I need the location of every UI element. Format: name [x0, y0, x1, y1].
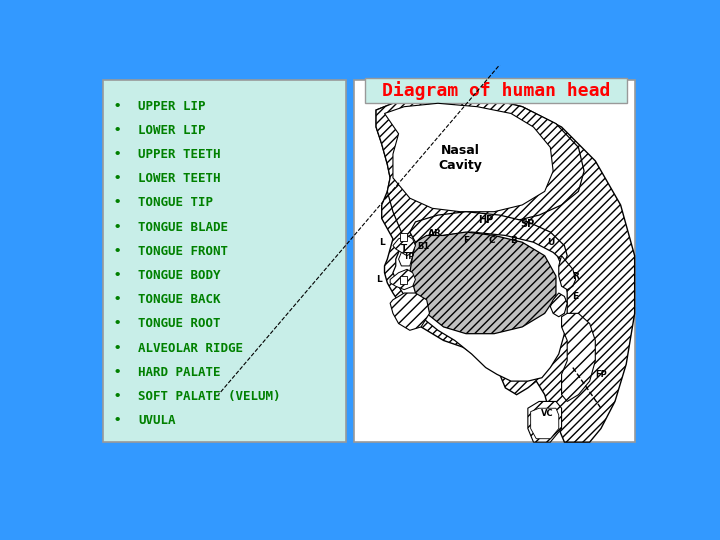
Text: VC: VC: [541, 409, 554, 418]
Polygon shape: [528, 401, 562, 442]
Text: HP: HP: [478, 215, 493, 225]
Text: Diagram of human head: Diagram of human head: [382, 81, 611, 100]
Text: •: •: [114, 293, 121, 306]
Text: •: •: [114, 390, 121, 403]
Text: •: •: [114, 342, 121, 355]
Bar: [104, 80, 346, 442]
Text: HARD PALATE: HARD PALATE: [138, 366, 220, 379]
Text: •: •: [114, 269, 121, 282]
Text: •: •: [114, 148, 121, 161]
Polygon shape: [376, 97, 634, 442]
Text: ALVEOLAR RIDGE: ALVEOLAR RIDGE: [138, 342, 243, 355]
Polygon shape: [384, 103, 553, 212]
Text: LOWER LIP: LOWER LIP: [138, 124, 205, 137]
Text: •: •: [114, 100, 121, 113]
Text: TP: TP: [404, 252, 415, 261]
Text: SOFT PALATE (VELUM): SOFT PALATE (VELUM): [138, 390, 281, 403]
Polygon shape: [390, 293, 430, 330]
Text: UVULA: UVULA: [138, 414, 176, 427]
Text: •: •: [114, 245, 121, 258]
Polygon shape: [376, 97, 584, 239]
Text: •: •: [114, 221, 121, 234]
Text: •: •: [114, 318, 121, 330]
Polygon shape: [399, 242, 415, 266]
Text: R: R: [572, 272, 579, 281]
Text: •: •: [114, 197, 121, 210]
Text: T: T: [401, 244, 408, 253]
Text: F: F: [463, 235, 469, 245]
Text: E: E: [572, 292, 579, 301]
Text: UPPER TEETH: UPPER TEETH: [138, 148, 220, 161]
Text: TONGUE ROOT: TONGUE ROOT: [138, 318, 220, 330]
Text: C: C: [488, 235, 495, 245]
Text: U: U: [546, 238, 554, 247]
Text: Nasal
Cavity: Nasal Cavity: [438, 144, 482, 172]
Bar: [400, 233, 407, 241]
Polygon shape: [559, 256, 575, 289]
Text: B1: B1: [418, 242, 430, 251]
Bar: [354, 80, 634, 442]
Text: LOWER TEETH: LOWER TEETH: [138, 172, 220, 185]
Text: TONGUE FRONT: TONGUE FRONT: [138, 245, 228, 258]
Polygon shape: [550, 293, 567, 317]
Polygon shape: [393, 235, 415, 256]
Text: L: L: [379, 238, 384, 247]
Polygon shape: [410, 212, 567, 262]
Text: FP: FP: [595, 370, 607, 379]
Bar: [365, 78, 627, 103]
Polygon shape: [390, 269, 415, 289]
Text: •: •: [114, 172, 121, 185]
Text: AR: AR: [428, 229, 442, 238]
Polygon shape: [531, 408, 559, 438]
Text: UPPER LIP: UPPER LIP: [138, 100, 205, 113]
Polygon shape: [393, 219, 567, 381]
Text: B: B: [510, 235, 517, 245]
Bar: [400, 276, 407, 284]
Polygon shape: [562, 313, 595, 401]
Text: •: •: [114, 124, 121, 137]
Text: •: •: [114, 414, 121, 427]
Text: TONGUE BODY: TONGUE BODY: [138, 269, 220, 282]
Text: TONGUE BACK: TONGUE BACK: [138, 293, 220, 306]
Text: TONGUE BLADE: TONGUE BLADE: [138, 221, 228, 234]
Polygon shape: [410, 232, 556, 334]
Text: TONGUE TIP: TONGUE TIP: [138, 197, 213, 210]
Text: SP: SP: [521, 219, 535, 228]
Text: •: •: [114, 366, 121, 379]
Text: L: L: [376, 275, 382, 284]
